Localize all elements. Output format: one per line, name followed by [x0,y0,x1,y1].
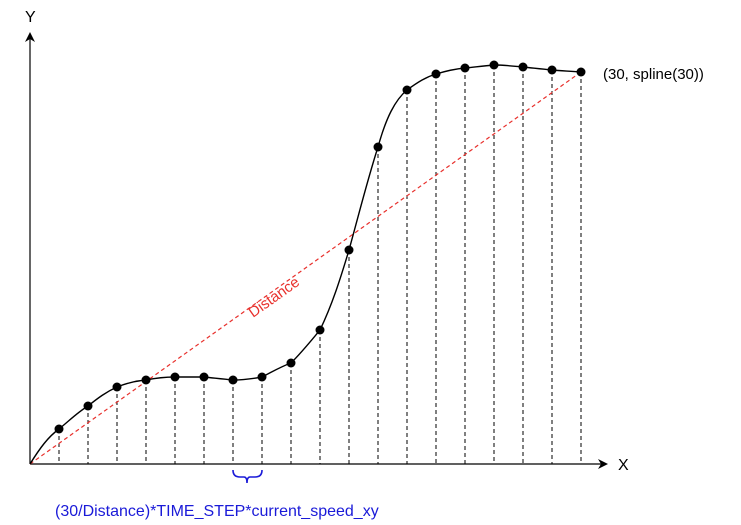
sample-point [547,65,557,75]
sample-point [141,375,151,385]
formula-label: (30/Distance)*TIME_STEP*current_speed_xy [55,503,379,520]
sample-point [83,401,93,411]
sample-point [199,372,209,382]
sample-point [286,358,296,368]
sample-points [54,60,586,434]
distance-line [29,71,582,465]
sample-point [402,85,412,95]
sample-point [315,325,325,335]
sample-point [431,69,441,79]
spline-curve [29,64,582,465]
sample-point [489,60,499,70]
interval-brace [232,469,263,484]
sample-point [460,63,470,73]
sample-lines [58,65,582,464]
sample-point [373,142,383,152]
sample-point [112,382,122,392]
sample-point [344,245,354,255]
sample-point [576,67,586,77]
sample-point [170,372,180,382]
x-axis-label: X [618,457,629,474]
distance-label: Distance [245,274,302,322]
sample-point [257,372,267,382]
y-axis-label: Y [25,9,36,26]
sample-point [518,62,528,72]
endpoint-label: (30, spline(30)) [603,66,704,83]
sample-point [228,375,238,385]
sample-point [54,424,64,434]
